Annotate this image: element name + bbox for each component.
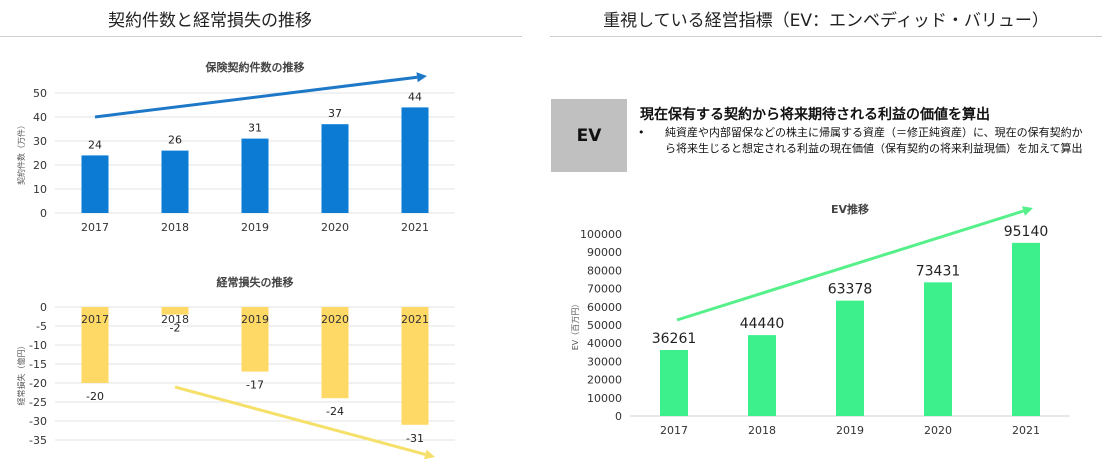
y-tick-label: 10 (33, 183, 47, 196)
y-tick-label: 30 (33, 135, 47, 148)
data-label: 95140 (1004, 224, 1049, 240)
x-tick-label: 2019 (241, 313, 269, 326)
x-tick-label: 2019 (241, 221, 269, 234)
x-tick-label: 2021 (401, 221, 429, 234)
y-tick-label: 100000 (580, 228, 622, 241)
y-tick-label: 40 (33, 111, 47, 124)
ev-description-text: 純資産や内部留保などの株主に帰属する資産（＝修正純資産）に、現在の保有契約から将… (665, 126, 1083, 155)
bullet-marker: • (638, 126, 645, 139)
data-label: 24 (88, 138, 102, 151)
bar (321, 124, 349, 213)
data-label: 36261 (652, 331, 697, 347)
bar (321, 307, 349, 399)
chart-title: 経常損失の推移 (217, 275, 294, 289)
bar (924, 282, 952, 416)
left-title-divider (0, 36, 522, 37)
trend-arrow-head (424, 449, 435, 460)
y-tick-label: 60000 (587, 301, 622, 314)
trend-arrow-head (416, 72, 427, 83)
trend-arrow-line (94, 75, 418, 119)
ev-badge: EV (551, 99, 627, 172)
data-label: -2 (170, 322, 181, 335)
bar (401, 107, 429, 213)
y-tick-label: 30000 (587, 355, 622, 368)
data-label: -31 (406, 432, 424, 445)
x-tick-label: 2020 (924, 424, 952, 437)
bar (1012, 242, 1040, 416)
data-label: 73431 (916, 263, 961, 279)
y-tick-label: 20000 (587, 374, 622, 387)
y-tick-label: -30 (29, 415, 47, 428)
data-label: 37 (328, 107, 342, 120)
y-tick-label: -25 (29, 396, 47, 409)
y-axis-label: EV（百万円） (571, 300, 580, 351)
bar (836, 300, 864, 416)
y-tick-label: 50000 (587, 319, 622, 332)
right-title-divider (550, 36, 1102, 37)
bar (241, 307, 269, 372)
bar (161, 150, 189, 213)
x-tick-label: 2017 (81, 221, 109, 234)
data-label: -17 (246, 379, 264, 392)
x-tick-label: 2017 (660, 424, 688, 437)
bar (161, 307, 189, 315)
x-tick-label: 2018 (748, 424, 776, 437)
chart-title: 保険契約件数の推移 (205, 60, 305, 74)
y-tick-label: 70000 (587, 283, 622, 296)
x-tick-label: 2021 (401, 313, 429, 326)
x-tick-label: 2019 (836, 424, 864, 437)
right-section-title: 重視している経営指標（EV：エンベディッド・バリュー） (603, 11, 1049, 31)
ev-description: • 純資産や内部留保などの株主に帰属する資産（＝修正純資産）に、現在の保有契約か… (638, 125, 1093, 157)
left-section-title: 契約件数と経常損失の推移 (108, 11, 312, 31)
y-tick-label: 0 (615, 410, 622, 423)
bar (241, 138, 269, 213)
x-tick-label: 2018 (161, 313, 189, 326)
y-tick-label: -35 (29, 434, 47, 447)
y-tick-label: 40000 (587, 337, 622, 350)
x-tick-label: 2017 (81, 313, 109, 326)
y-tick-label: -10 (29, 339, 47, 352)
y-tick-label: 0 (40, 207, 47, 220)
chart-title: EV推移 (831, 202, 869, 216)
y-tick-label: -15 (29, 358, 47, 371)
x-tick-label: 2018 (161, 221, 189, 234)
bar (401, 307, 429, 425)
y-axis-label: 経常損失（億円） (16, 342, 26, 406)
bar (81, 155, 109, 213)
x-tick-label: 2020 (321, 221, 349, 234)
x-tick-label: 2020 (321, 313, 349, 326)
data-label: 31 (248, 122, 262, 135)
y-tick-label: 80000 (587, 264, 622, 277)
bar (748, 335, 776, 416)
y-axis-label: 契約件数（万件） (16, 121, 26, 185)
bar (660, 350, 688, 416)
trend-arrow-line (174, 385, 426, 456)
bar (81, 307, 109, 383)
ev-heading: 現在保有する契約から将来期待される利益の価値を算出 (640, 107, 990, 123)
y-tick-label: 0 (40, 301, 47, 314)
trend-arrow-line (676, 209, 1024, 322)
x-tick-label: 2021 (1012, 424, 1040, 437)
trend-arrow-head (1021, 206, 1033, 216)
ev-chart: EV推移 0 10000 20000 30000 40000 50000 60000 70000… (571, 202, 1070, 437)
contracts-chart: 保険契約件数の推移 0 10 20 30 40 50 契約件数（万件） 24 2017 26 2018… (16, 60, 455, 234)
data-label: 26 (168, 134, 182, 147)
y-tick-label: 10000 (587, 392, 622, 405)
data-label: 44 (408, 90, 422, 103)
data-label: 44440 (740, 316, 785, 332)
y-tick-label: 90000 (587, 246, 622, 259)
y-tick-label: -5 (36, 320, 47, 333)
data-label: -20 (86, 390, 104, 403)
y-tick-label: 50 (33, 87, 47, 100)
y-tick-label: 20 (33, 159, 47, 172)
y-tick-label: -20 (29, 377, 47, 390)
data-label: 63378 (828, 282, 873, 298)
data-label: -24 (326, 405, 344, 418)
